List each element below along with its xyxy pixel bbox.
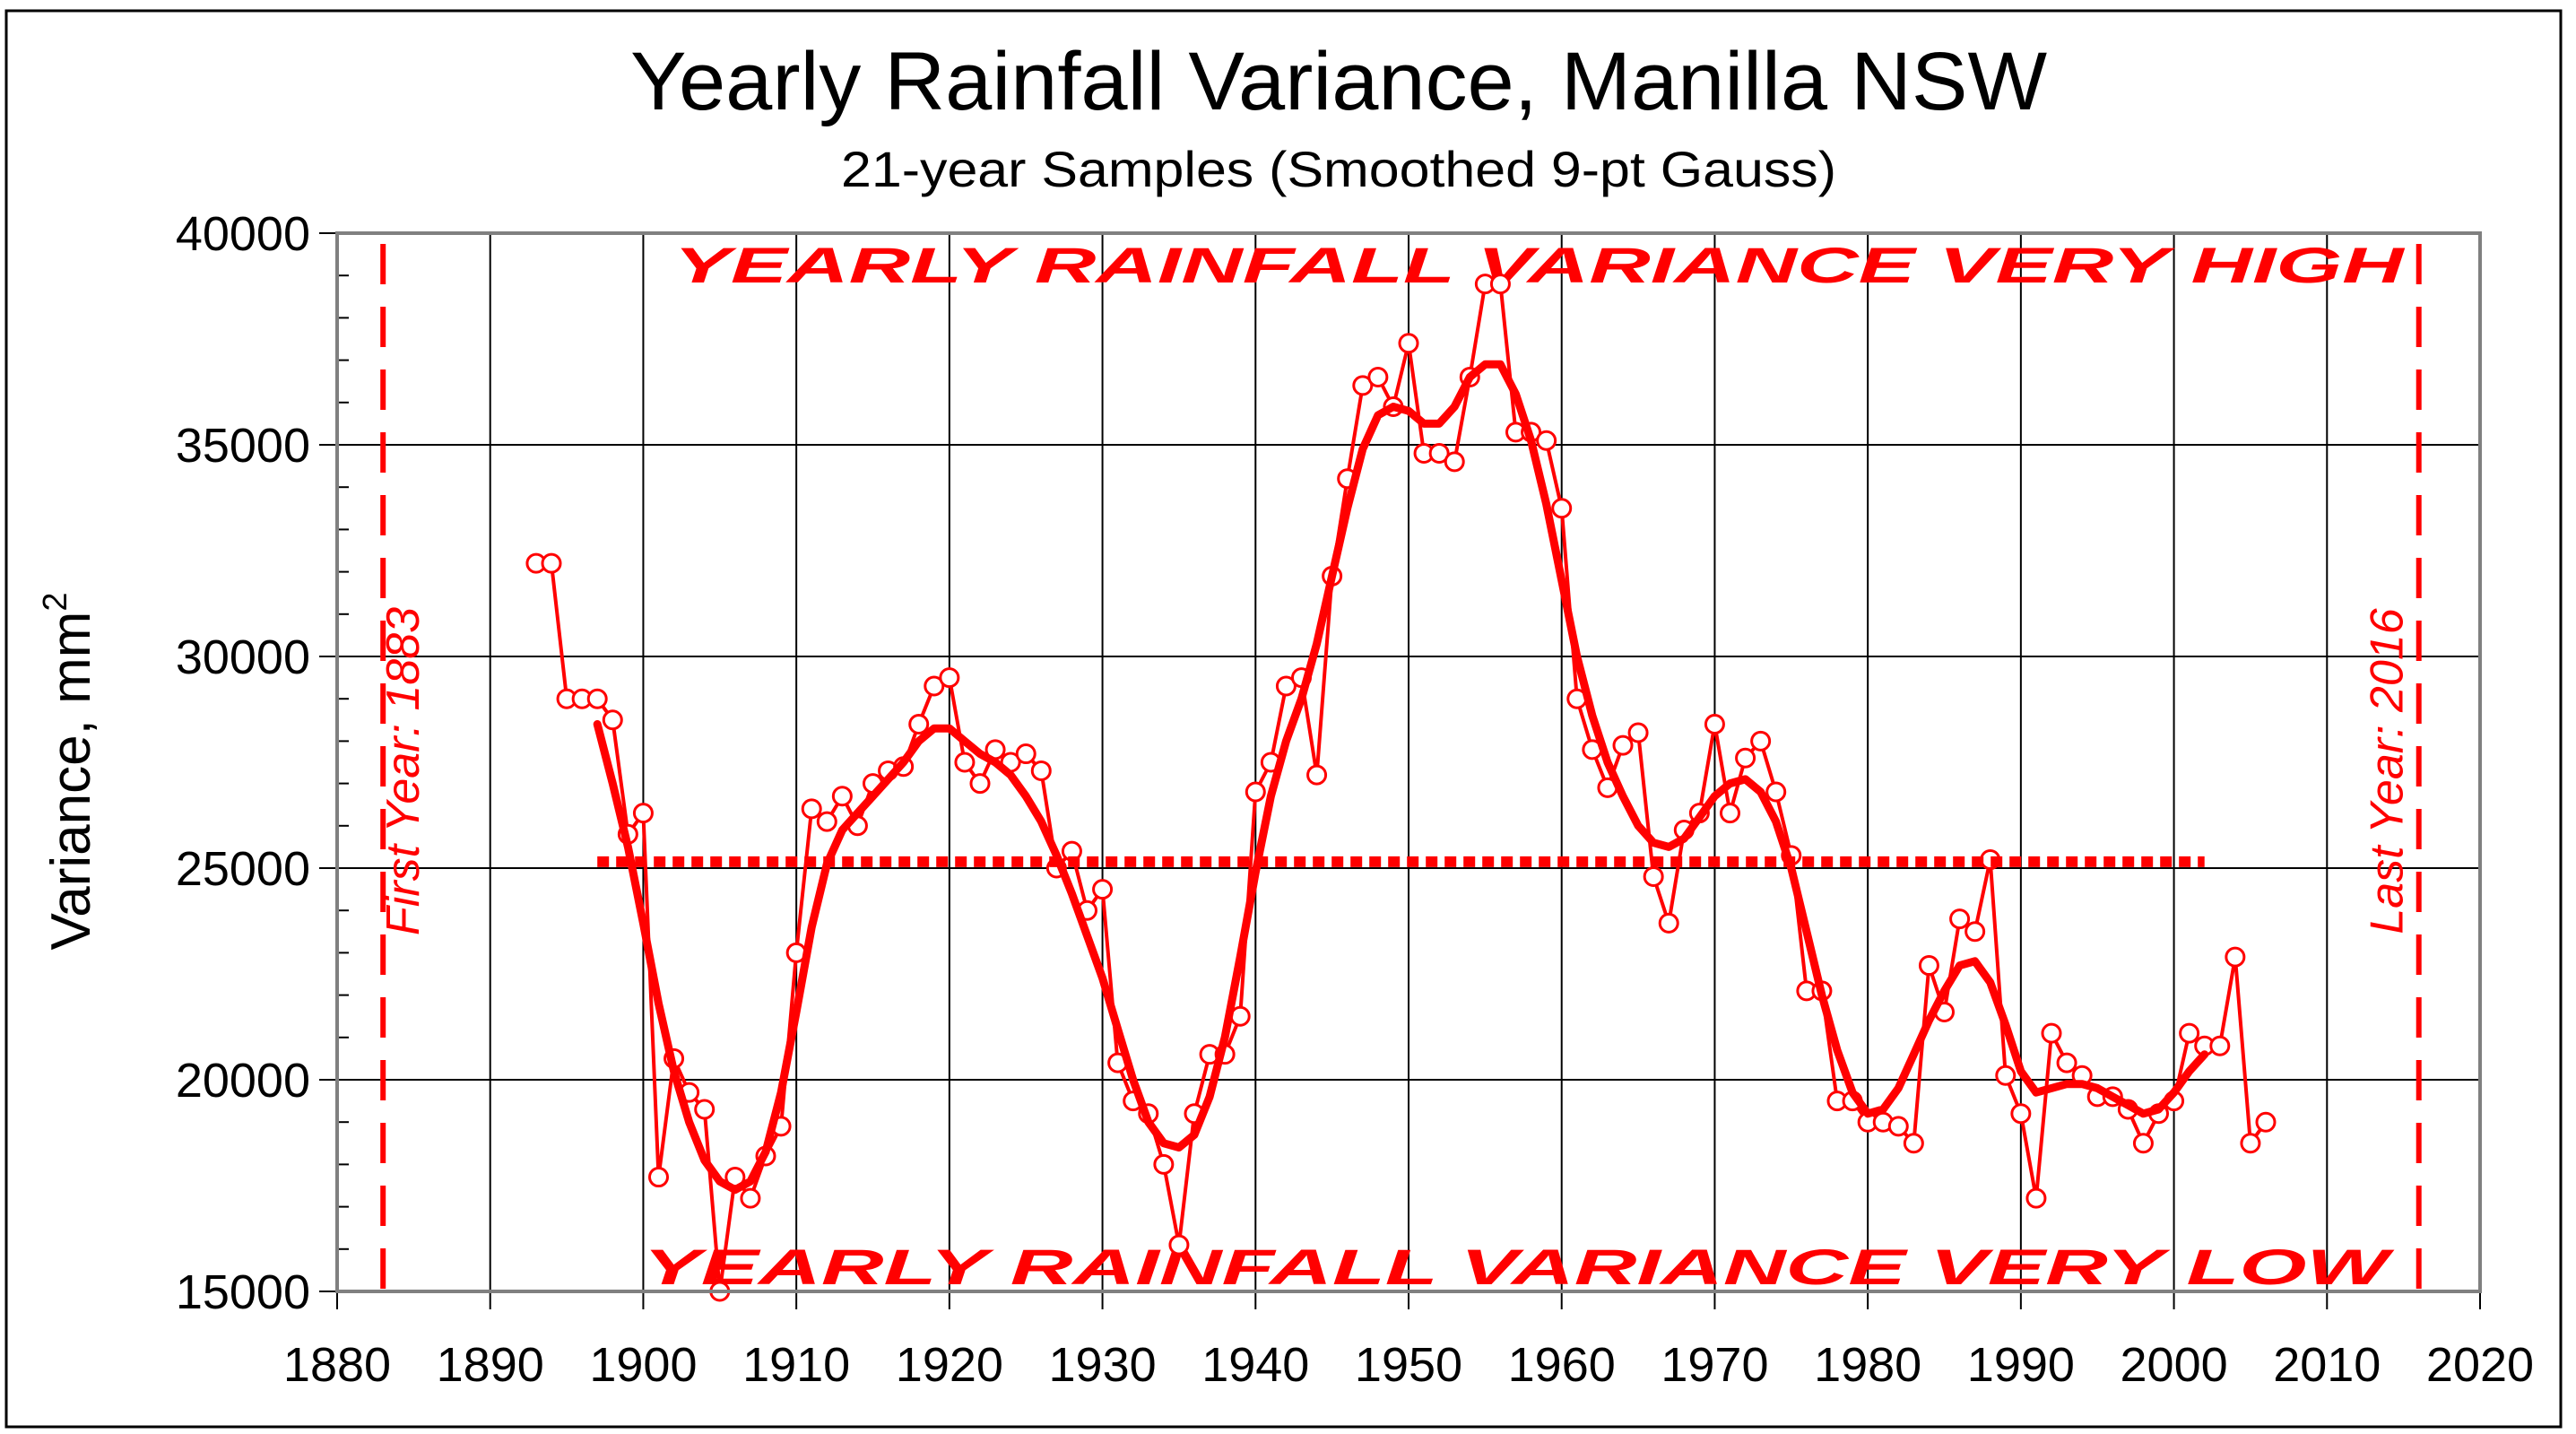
sample-point <box>1612 734 1634 756</box>
sample-point <box>1398 333 1419 354</box>
x-tick-label: 1960 <box>1508 1338 1616 1392</box>
x-tick-label: 2000 <box>2121 1338 2228 1392</box>
x-axis-ticks: 1880 1890 1900 1910 1920 1930 1940 1950 1960 1970… <box>283 1291 2534 1392</box>
sample-point <box>969 773 991 795</box>
y-tick-label: 20000 <box>176 1054 310 1108</box>
sample-point <box>632 803 654 824</box>
sample-point <box>1704 714 1725 735</box>
x-tick-label: 1950 <box>1355 1338 1462 1392</box>
y-tick-label: 35000 <box>176 419 310 473</box>
sample-point <box>1015 743 1036 765</box>
x-tick-label: 1970 <box>1661 1338 1768 1392</box>
sample-point <box>1643 865 1664 887</box>
year-markers: First Year: 1883 Last Year: 2016 <box>377 244 2422 1291</box>
x-tick-label: 1930 <box>1049 1338 1157 1392</box>
sample-point <box>1536 430 1557 451</box>
y-axis-label-superscript: 2 <box>37 593 74 612</box>
chart-subtitle: 21-year Samples (Smoothed 9-pt Gauss) <box>841 141 1836 197</box>
x-tick-label: 1940 <box>1201 1338 1309 1392</box>
sample-point <box>1750 730 1772 752</box>
sample-point <box>1306 764 1328 786</box>
sample-point <box>2240 1133 2261 1154</box>
x-tick-label: 1900 <box>589 1338 697 1392</box>
sample-point <box>1735 747 1756 769</box>
sample-point <box>954 752 976 773</box>
sample-point <box>1153 1153 1175 1175</box>
chart-outer-border <box>4 9 2563 1429</box>
sample-point <box>2132 1133 2154 1154</box>
sample-point <box>1887 1116 1909 1137</box>
first-year-label: First Year: 1883 <box>377 607 429 935</box>
y-axis-ticks: 15000 20000 25000 30000 35000 40000 <box>176 207 349 1319</box>
y-axis-label: Variance, mm2 <box>37 593 102 951</box>
sample-point <box>908 714 930 735</box>
sample-point <box>648 1167 669 1188</box>
sample-point <box>586 688 608 709</box>
y-tick-label: 30000 <box>176 630 310 684</box>
sample-point <box>2225 946 2246 968</box>
sample-point <box>2025 1187 2047 1209</box>
sample-point <box>1489 274 1511 295</box>
x-tick-label: 1890 <box>437 1338 544 1392</box>
sample-point <box>1245 781 1266 803</box>
sample-point <box>694 1099 716 1120</box>
sample-point <box>1720 803 1740 824</box>
x-tick-label: 1980 <box>1814 1338 1921 1392</box>
sample-point <box>2209 1035 2231 1056</box>
sample-point <box>1551 498 1573 519</box>
sample-point <box>1658 912 1679 934</box>
sample-point <box>1352 375 1374 396</box>
sample-point <box>1965 921 1986 943</box>
sample-point <box>1949 908 1971 930</box>
last-year-label: Last Year: 2016 <box>2362 608 2414 934</box>
sample-point <box>1765 781 1787 803</box>
grid-lines <box>337 233 2480 1291</box>
sample-point <box>924 675 945 697</box>
sample-point <box>541 552 562 574</box>
sample-point <box>1627 722 1649 743</box>
sample-point <box>2041 1022 2062 1044</box>
sample-point <box>1903 1133 1924 1154</box>
sample-point <box>2010 1103 2032 1125</box>
x-tick-label: 1910 <box>742 1338 850 1392</box>
band-label-high: YEARLY RAINFALL VARIANCE VERY HIGH <box>674 237 2407 293</box>
y-tick-label: 15000 <box>176 1265 310 1319</box>
sample-point <box>1168 1234 1190 1256</box>
y-tick-label: 40000 <box>176 207 310 261</box>
sample-point <box>1918 955 1939 977</box>
x-tick-label: 1990 <box>1967 1338 2075 1392</box>
data-series <box>525 274 2277 1302</box>
sample-point <box>740 1187 761 1209</box>
sample-point <box>1444 451 1465 473</box>
sample-point <box>939 667 960 689</box>
sample-point <box>801 798 822 820</box>
sample-point <box>1995 1065 2017 1086</box>
plot-area-frame <box>335 231 2482 1293</box>
sample-point <box>816 811 837 832</box>
sample-point <box>2056 1052 2077 1073</box>
x-tick-label: 1920 <box>896 1338 1003 1392</box>
smoothed-line <box>593 360 2209 1195</box>
sample-point <box>1092 879 1114 900</box>
y-axis-label-text: Variance, mm <box>40 612 102 951</box>
sample-point <box>1275 675 1297 697</box>
y-tick-label: 25000 <box>176 842 310 896</box>
x-tick-label: 2010 <box>2273 1338 2381 1392</box>
x-tick-label: 2020 <box>2426 1338 2534 1392</box>
band-label-low: YEARLY RAINFALL VARIANCE VERY LOW <box>643 1238 2394 1295</box>
band-annotations: YEARLY RAINFALL VARIANCE VERY HIGH YEARLY… <box>643 237 2406 1295</box>
sample-point <box>1428 442 1450 464</box>
sample-point <box>1367 366 1389 387</box>
sample-point <box>1030 760 1052 781</box>
sample-point <box>602 709 623 731</box>
x-tick-label: 1880 <box>283 1338 391 1392</box>
sample-point <box>2255 1111 2277 1133</box>
chart-title: Yearly Rainfall Variance, Manilla NSW <box>630 36 2047 127</box>
sample-point <box>2179 1022 2200 1044</box>
sample-point <box>831 786 853 807</box>
